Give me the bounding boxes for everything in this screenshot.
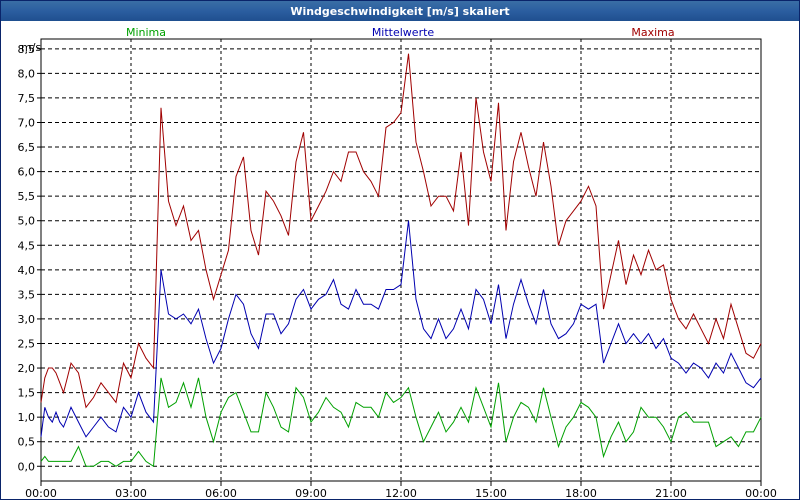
legend-min-label: Minima <box>126 26 166 39</box>
y-tick-label: 0,0 <box>18 460 36 473</box>
y-tick-label: 3,5 <box>18 288 36 301</box>
y-tick-label: 8,0 <box>18 67 36 80</box>
x-tick-time-label: 12:00 <box>385 487 417 499</box>
window-title: Windgeschwindigkeit [m/s] skaliert <box>1 1 799 21</box>
x-tick-time-label: 00:00 <box>745 487 777 499</box>
y-tick-label: 8,5 <box>18 43 36 56</box>
y-tick-label: 3,0 <box>18 313 36 326</box>
x-tick-time-label: 06:00 <box>205 487 237 499</box>
x-tick-time-label: 18:00 <box>565 487 597 499</box>
maxima-line <box>40 53 762 409</box>
x-tick-time-label: 21:00 <box>655 487 687 499</box>
y-tick-label: 7,0 <box>18 116 36 129</box>
y-tick-label: 2,0 <box>18 362 36 375</box>
y-tick-label: 1,5 <box>18 387 36 400</box>
x-axis-ticks: 00:0027.04.1503:0027.04.1506:0027.04.150… <box>25 481 777 499</box>
series-lines <box>40 53 762 468</box>
mittelwerte-line <box>40 220 762 438</box>
minima-line <box>40 377 762 468</box>
x-tick-time-label: 00:00 <box>25 487 57 499</box>
y-tick-label: 6,5 <box>18 141 36 154</box>
y-tick-label: 4,5 <box>18 239 36 252</box>
x-tick-time-label: 03:00 <box>115 487 147 499</box>
x-tick-time-label: 09:00 <box>295 487 327 499</box>
y-axis-unit-label: m/s <box>21 41 41 54</box>
legend-mean-label: Mittelwerte <box>372 26 435 39</box>
legend-max-label: Maxima <box>631 26 674 39</box>
y-tick-label: 5,0 <box>18 215 36 228</box>
y-tick-label: 4,0 <box>18 264 36 277</box>
x-tick-time-label: 15:00 <box>475 487 507 499</box>
y-tick-label: 1,0 <box>18 411 36 424</box>
y-tick-label: 7,5 <box>18 92 36 105</box>
wind-speed-chart: 0,0 0,5 1,0 1,5 2,0 2,5 3,0 3,5 4,0 4,5 5,0 5,5 6,0 6… <box>18 26 777 499</box>
y-tick-label: 2,5 <box>18 337 36 350</box>
y-tick-label: 5,5 <box>18 190 36 203</box>
y-tick-label: 0,5 <box>18 436 36 449</box>
y-tick-label: 6,0 <box>18 166 36 179</box>
y-axis-ticks: 0,0 0,5 1,0 1,5 2,0 2,5 3,0 3,5 4,0 4,5 5,0 5,5 6,0 6… <box>18 43 41 473</box>
